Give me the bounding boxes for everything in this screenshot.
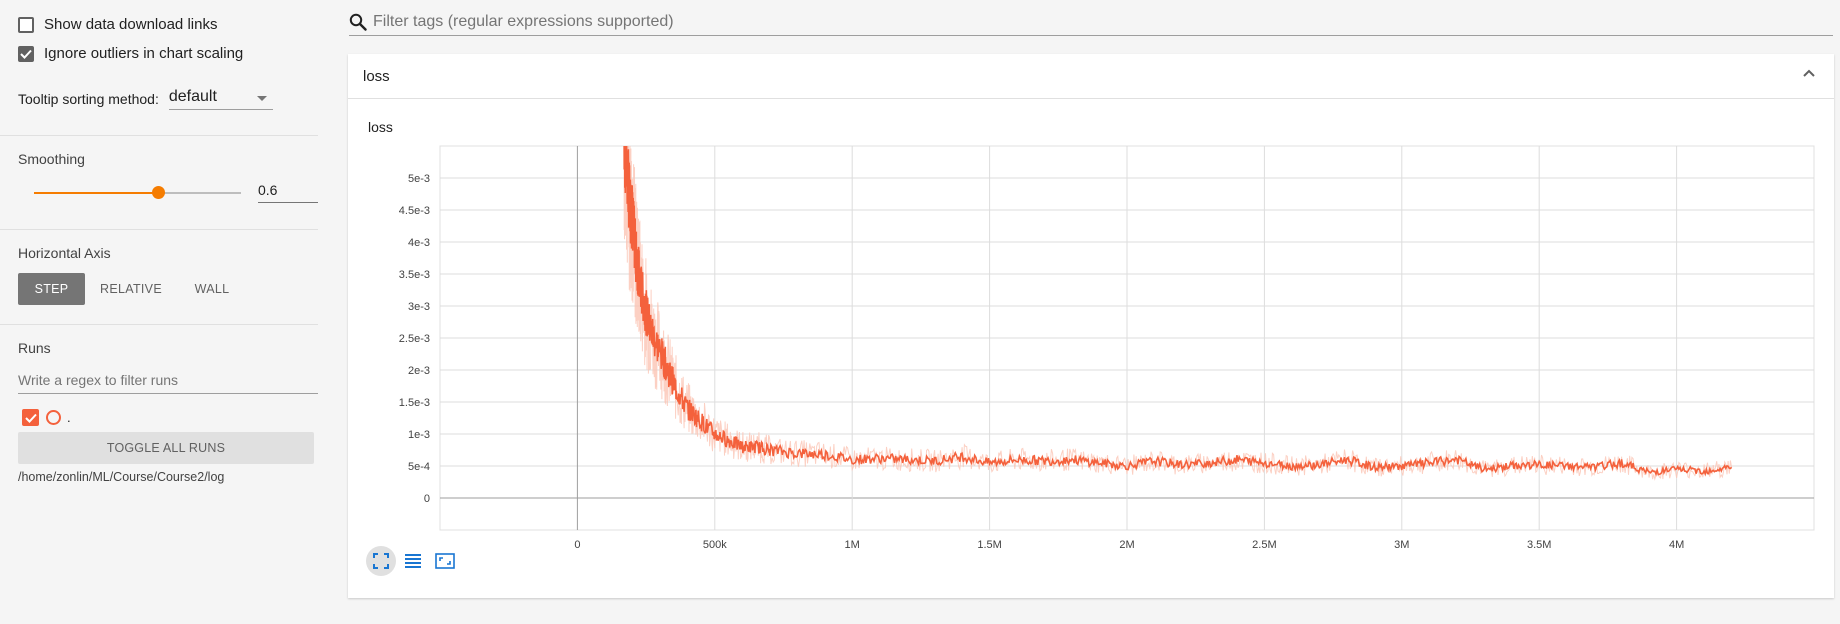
card-title: loss <box>363 68 390 85</box>
ignore-outliers-label: Ignore outliers in chart scaling <box>44 45 244 62</box>
loss-card: loss loss 0 5e-4 1e-3 1.5e-3 2e-3 2.5e-3 3e-3 3… <box>348 54 1834 598</box>
chart-title: loss <box>368 119 393 135</box>
x-tick-label: 3.5M <box>1527 539 1551 551</box>
card-header[interactable]: loss <box>348 54 1834 99</box>
y-tick-label: 1.5e-3 <box>399 397 430 409</box>
x-tick-label: 0 <box>574 539 580 551</box>
x-axis-ticks: 0 500k 1M 1.5M 2M 2.5M 3M 3.5M 4M <box>574 539 1684 551</box>
zoom-frame-icon <box>435 553 455 569</box>
ignore-outliers-option[interactable]: Ignore outliers in chart scaling <box>18 45 243 62</box>
check-icon <box>24 413 37 423</box>
toggle-log-scale-button[interactable] <box>398 546 428 576</box>
tag-filter-placeholder: Filter tags (regular expressions support… <box>373 12 674 30</box>
x-tick-label: 1M <box>845 539 860 551</box>
horizontal-axis-title: Horizontal Axis <box>18 245 111 261</box>
dropdown-caret-icon <box>256 96 267 101</box>
search-icon <box>349 13 367 31</box>
tooltip-sorting-row: Tooltip sorting method: default <box>18 88 273 110</box>
log-directory: /home/zonlin/ML/Course/Course2/log <box>18 470 225 484</box>
axis-wall-button[interactable]: WALL <box>194 282 230 296</box>
chart-grid <box>439 145 1815 531</box>
chevron-up-icon[interactable] <box>1802 68 1816 78</box>
run-checkbox[interactable] <box>22 409 39 426</box>
x-tick-label: 1.5M <box>977 539 1001 551</box>
fullscreen-icon <box>373 553 389 569</box>
chart-series <box>623 146 1733 481</box>
sidebar: Show data download links Ignore outliers… <box>0 0 336 624</box>
y-axis-ticks: 0 5e-4 1e-3 1.5e-3 2e-3 2.5e-3 3e-3 3.5e-3 4e-3 4… <box>399 173 430 505</box>
axis-relative-button[interactable]: RELATIVE <box>100 282 162 296</box>
runs-filter-input[interactable]: Write a regex to filter runs <box>18 372 318 394</box>
smoothing-slider[interactable] <box>34 186 241 199</box>
tooltip-sorting-select[interactable]: default <box>168 88 273 110</box>
y-tick-label: 4e-3 <box>408 237 430 249</box>
divider <box>0 324 318 325</box>
toggle-all-runs-button[interactable]: TOGGLE ALL RUNS <box>18 432 314 464</box>
smoothing-slider-thumb[interactable] <box>152 186 166 199</box>
y-tick-label: 5e-3 <box>408 173 430 185</box>
divider <box>0 229 318 230</box>
runs-title: Runs <box>18 340 51 356</box>
smoothing-input[interactable]: 0.6 <box>258 182 318 203</box>
run-color-circle-icon[interactable] <box>46 410 61 425</box>
x-tick-label: 500k <box>703 539 727 551</box>
y-tick-label: 0 <box>424 493 430 505</box>
chart-toolbar <box>366 546 462 576</box>
tooltip-sorting-label: Tooltip sorting method: <box>18 91 159 107</box>
loss-raw-line <box>623 146 1733 481</box>
run-item[interactable]: . <box>22 409 71 426</box>
ignore-outliers-checkbox[interactable] <box>18 45 34 62</box>
loss-smoothed-line <box>623 146 1733 477</box>
reset-zoom-button[interactable] <box>430 546 460 576</box>
horizontal-axis-selector: STEP RELATIVE WALL <box>18 273 247 305</box>
list-icon <box>405 554 421 568</box>
y-tick-label: 2e-3 <box>408 365 430 377</box>
fit-domain-button[interactable] <box>366 546 396 576</box>
y-tick-label: 3e-3 <box>408 301 430 313</box>
axis-step-button[interactable]: STEP <box>18 273 85 305</box>
x-tick-label: 2.5M <box>1252 539 1276 551</box>
tag-filter[interactable]: Filter tags (regular expressions support… <box>349 8 1833 36</box>
y-tick-label: 5e-4 <box>408 461 430 473</box>
show-download-links-option[interactable]: Show data download links <box>18 16 217 33</box>
loss-chart[interactable]: 0 5e-4 1e-3 1.5e-3 2e-3 2.5e-3 3e-3 3.5e-3 4e-3 4… <box>348 54 1834 598</box>
check-icon <box>20 49 32 59</box>
smoothing-title: Smoothing <box>18 151 85 167</box>
run-name: . <box>67 410 71 425</box>
show-download-links-checkbox[interactable] <box>18 16 34 33</box>
y-tick-label: 1e-3 <box>408 429 430 441</box>
tooltip-sorting-value: default <box>168 88 217 105</box>
show-download-links-label: Show data download links <box>44 16 218 33</box>
x-tick-label: 2M <box>1119 539 1134 551</box>
x-tick-label: 3M <box>1394 539 1409 551</box>
y-tick-label: 2.5e-3 <box>399 333 430 345</box>
smoothing-slider-fill <box>34 192 159 194</box>
x-tick-label: 4M <box>1669 539 1684 551</box>
y-tick-label: 4.5e-3 <box>399 205 430 217</box>
y-tick-label: 3.5e-3 <box>399 269 430 281</box>
divider <box>0 135 318 136</box>
